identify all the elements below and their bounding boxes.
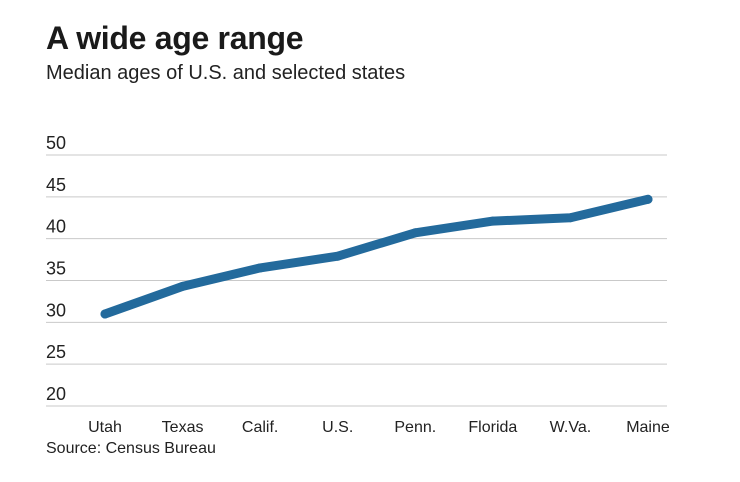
gridlines: [46, 154, 667, 407]
y-tick-label: 50: [46, 133, 66, 153]
data-point-wva: [565, 213, 575, 223]
data-point-calif: [255, 263, 265, 273]
series-layer: [100, 194, 653, 319]
x-axis-ticks: Utah Texas Calif. U.S. Penn. Florida W.Va. Main…: [88, 419, 670, 436]
y-tick-label: 20: [46, 384, 66, 404]
data-point-texas: [178, 281, 188, 291]
x-tick-label: Maine: [626, 419, 670, 436]
source-note: Source: Census Bureau: [46, 440, 216, 457]
chart-title: A wide age range: [46, 20, 304, 56]
y-tick-label: 30: [46, 300, 66, 320]
data-point-florida: [488, 216, 498, 226]
y-tick-label: 35: [46, 259, 66, 279]
chart-subtitle: Median ages of U.S. and selected states: [46, 62, 406, 84]
y-tick-label: 45: [46, 175, 66, 195]
series-line: [100, 194, 653, 319]
y-axis-ticks: 20 25 30 35 40 45 50: [46, 133, 66, 404]
x-tick-label: Penn.: [394, 419, 436, 436]
x-tick-label: Florida: [468, 419, 517, 436]
x-tick-label: Utah: [88, 419, 122, 436]
x-tick-label: Calif.: [242, 419, 278, 436]
data-point-us: [333, 251, 343, 261]
data-point-penn: [410, 228, 420, 238]
x-tick-label: Texas: [162, 419, 204, 436]
data-point-maine: [643, 194, 653, 204]
y-tick-label: 25: [46, 342, 66, 362]
y-tick-label: 40: [46, 217, 66, 237]
x-tick-label: U.S.: [322, 419, 353, 436]
data-point-utah: [100, 309, 110, 319]
x-tick-label: W.Va.: [550, 419, 592, 436]
